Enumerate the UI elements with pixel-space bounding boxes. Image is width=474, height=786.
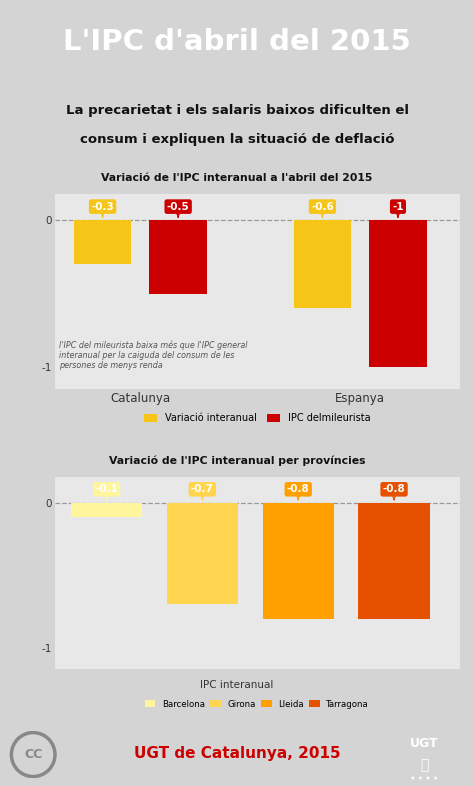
Text: UGT: UGT xyxy=(410,736,438,750)
Text: -0.8: -0.8 xyxy=(287,484,310,499)
Bar xyxy=(293,220,351,308)
Bar xyxy=(149,220,207,294)
Text: IPC interanual: IPC interanual xyxy=(201,680,273,690)
Text: -0.1: -0.1 xyxy=(95,484,118,499)
Legend: Variació interanual, IPC delmileurista: Variació interanual, IPC delmileurista xyxy=(140,410,374,428)
Text: -0.6: -0.6 xyxy=(311,201,334,217)
Text: L'IPC d'abril del 2015: L'IPC d'abril del 2015 xyxy=(63,28,411,57)
Text: -0.8: -0.8 xyxy=(383,484,405,499)
Text: -1: -1 xyxy=(392,201,404,217)
Bar xyxy=(74,220,131,264)
Text: La precarietat i els salaris baixos dificulten el: La precarietat i els salaris baixos difi… xyxy=(65,104,409,116)
Bar xyxy=(71,503,142,517)
Bar xyxy=(358,503,429,619)
Text: UGT de Catalunya, 2015: UGT de Catalunya, 2015 xyxy=(134,746,340,761)
Bar xyxy=(167,503,238,604)
Bar xyxy=(263,503,334,619)
Text: ★ ★ ★ ★: ★ ★ ★ ★ xyxy=(410,776,438,780)
Text: Variació de l'IPC interanual a l'abril del 2015: Variació de l'IPC interanual a l'abril d… xyxy=(101,173,373,183)
Text: CC: CC xyxy=(24,748,42,761)
Legend: Barcelona, Girona, Lleida, Tarragona: Barcelona, Girona, Lleida, Tarragona xyxy=(142,696,373,712)
Text: -0.5: -0.5 xyxy=(167,201,190,217)
Text: -0.7: -0.7 xyxy=(191,484,214,499)
Text: consum i expliquen la situació de deflació: consum i expliquen la situació de deflac… xyxy=(80,133,394,145)
Text: Variació de l'IPC interanual per províncies: Variació de l'IPC interanual per provínc… xyxy=(109,456,365,466)
Text: ✋: ✋ xyxy=(420,758,428,772)
Text: -0.3: -0.3 xyxy=(91,201,114,217)
Bar xyxy=(369,220,427,367)
Text: l'IPC del mileurista baixa més que l'IPC general
interanual per la caiguda del c: l'IPC del mileurista baixa més que l'IPC… xyxy=(59,340,248,370)
